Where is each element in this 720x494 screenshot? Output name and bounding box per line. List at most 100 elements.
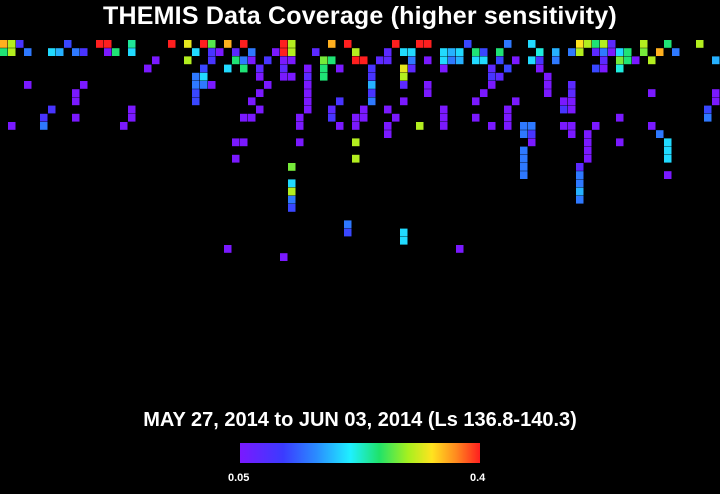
coverage-cell — [584, 130, 592, 138]
coverage-cell — [96, 40, 104, 48]
coverage-cell — [400, 228, 408, 237]
coverage-cell — [336, 122, 344, 130]
coverage-cell — [304, 64, 312, 73]
coverage-cell — [544, 81, 552, 89]
coverage-cell — [400, 81, 408, 89]
coverage-cell — [152, 56, 160, 65]
coverage-cell — [208, 81, 216, 89]
coverage-cell — [568, 81, 576, 89]
coverage-cell — [232, 154, 240, 163]
coverage-cell — [248, 113, 256, 122]
coverage-cell — [296, 113, 304, 122]
coverage-cell — [256, 64, 264, 73]
coverage-cell — [400, 48, 408, 56]
coverage-cell — [368, 89, 376, 97]
coverage-cell — [128, 40, 136, 48]
coverage-cell — [352, 138, 360, 147]
coverage-cell — [480, 89, 488, 97]
coverage-cell — [632, 56, 640, 65]
coverage-cell — [400, 97, 408, 106]
coverage-cell — [520, 122, 528, 130]
coverage-cell — [616, 138, 624, 147]
coverage-cell — [512, 56, 520, 65]
coverage-cell — [488, 122, 496, 130]
coverage-cell — [312, 48, 320, 56]
coverage-cell — [544, 89, 552, 97]
coverage-cell — [584, 146, 592, 155]
coverage-cell — [664, 138, 672, 147]
coverage-cell — [192, 81, 200, 89]
coverage-cell — [696, 40, 704, 48]
coverage-cell — [568, 89, 576, 97]
coverage-cell — [584, 154, 592, 163]
coverage-cell — [288, 187, 296, 196]
coverage-cell — [600, 56, 608, 65]
coverage-cell — [256, 89, 264, 97]
coverage-cell — [128, 105, 136, 114]
coverage-cell — [600, 40, 608, 48]
coverage-cell — [288, 179, 296, 188]
coverage-cell — [368, 81, 376, 89]
colorbar-min-label: 0.05 — [228, 472, 250, 484]
coverage-cell — [112, 48, 120, 56]
coverage-cell — [192, 72, 200, 81]
coverage-cell — [504, 64, 512, 73]
coverage-cell — [232, 48, 240, 56]
coverage-cell — [248, 48, 256, 56]
coverage-cell — [496, 72, 504, 81]
coverage-cell — [352, 56, 360, 65]
coverage-cell — [16, 40, 24, 48]
coverage-cell — [384, 122, 392, 130]
coverage-cell — [232, 138, 240, 147]
coverage-cell — [72, 113, 80, 122]
coverage-cell — [304, 72, 312, 81]
coverage-cell — [648, 56, 656, 65]
coverage-cell — [240, 138, 248, 147]
coverage-cell — [0, 40, 8, 48]
coverage-cell — [224, 64, 232, 73]
coverage-cell — [480, 56, 488, 65]
coverage-cell — [320, 64, 328, 73]
coverage-cell — [664, 40, 672, 48]
coverage-cell — [576, 171, 584, 179]
coverage-cell — [72, 89, 80, 97]
coverage-cell — [408, 64, 416, 73]
coverage-cell — [424, 40, 432, 48]
coverage-cell — [208, 56, 216, 65]
coverage-cell — [248, 97, 256, 106]
coverage-cell — [72, 97, 80, 106]
coverage-cell — [528, 130, 536, 138]
coverage-cell — [264, 81, 272, 89]
coverage-cell — [400, 72, 408, 81]
coverage-cell — [128, 113, 136, 122]
coverage-cell — [48, 48, 56, 56]
coverage-cell — [192, 89, 200, 97]
coverage-cell — [416, 40, 424, 48]
coverage-cell — [704, 105, 712, 114]
coverage-cell — [440, 122, 448, 130]
coverage-cell — [280, 253, 288, 261]
coverage-cell — [424, 56, 432, 65]
coverage-cell — [424, 81, 432, 89]
coverage-cell — [416, 122, 424, 130]
coverage-cell — [552, 48, 560, 56]
coverage-cell — [456, 245, 464, 253]
coverage-cell — [224, 40, 232, 48]
coverage-cell — [568, 105, 576, 114]
coverage-cell — [592, 40, 600, 48]
coverage-cell — [56, 48, 64, 56]
coverage-cell — [480, 48, 488, 56]
coverage-cell — [144, 64, 152, 73]
coverage-cell — [384, 56, 392, 65]
coverage-cell — [408, 56, 416, 65]
coverage-cell — [568, 97, 576, 106]
coverage-cell — [712, 89, 720, 97]
coverage-cell — [328, 40, 336, 48]
coverage-cell — [368, 72, 376, 81]
coverage-cell — [456, 56, 464, 65]
coverage-cell — [392, 113, 400, 122]
coverage-cell — [344, 40, 352, 48]
coverage-cell — [200, 40, 208, 48]
coverage-cell — [672, 48, 680, 56]
coverage-cell — [336, 97, 344, 106]
